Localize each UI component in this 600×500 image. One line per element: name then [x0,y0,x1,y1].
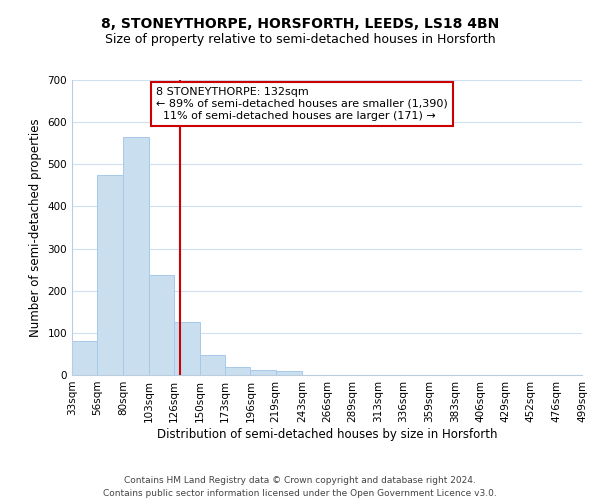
Text: Size of property relative to semi-detached houses in Horsforth: Size of property relative to semi-detach… [104,32,496,46]
Bar [72,342,97,375]
Bar [174,322,200,375]
Y-axis label: Number of semi-detached properties: Number of semi-detached properties [29,118,42,337]
X-axis label: Distribution of semi-detached houses by size in Horsforth: Distribution of semi-detached houses by … [157,428,497,440]
Bar [97,175,124,375]
Text: Contains HM Land Registry data © Crown copyright and database right 2024.
Contai: Contains HM Land Registry data © Crown c… [103,476,497,498]
Bar [200,355,225,375]
Text: 8 STONEYTHORPE: 132sqm
← 89% of semi-detached houses are smaller (1,390)
  11% o: 8 STONEYTHORPE: 132sqm ← 89% of semi-det… [156,88,448,120]
Bar [275,371,302,375]
Bar [124,137,149,375]
Bar [225,366,250,375]
Bar [149,274,174,375]
Text: 8, STONEYTHORPE, HORSFORTH, LEEDS, LS18 4BN: 8, STONEYTHORPE, HORSFORTH, LEEDS, LS18 … [101,18,499,32]
Bar [250,370,275,375]
